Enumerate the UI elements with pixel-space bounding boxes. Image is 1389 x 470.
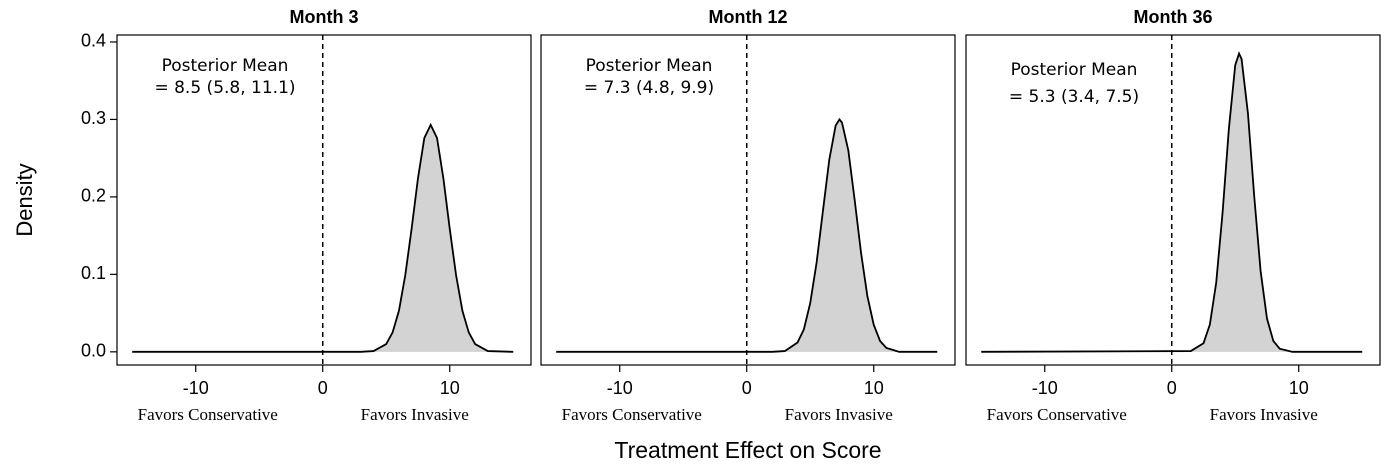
y-tick-label: 0.2: [81, 186, 106, 206]
panel-title: Month 12: [709, 7, 788, 27]
x-tick-label: -10: [607, 378, 633, 398]
annotation: = 7.3 (4.8, 9.9): [584, 78, 714, 98]
annotation: Posterior Mean: [1011, 60, 1138, 80]
x-tick-label: 0: [318, 378, 328, 398]
panel-title: Month 36: [1134, 7, 1213, 27]
density-line: [132, 122, 514, 353]
y-tick-label: 0.4: [81, 31, 106, 51]
left-label: Favors Conservative: [987, 405, 1127, 424]
y-tick-label: 0.0: [81, 341, 106, 361]
right-label: Favors Invasive: [1210, 405, 1318, 424]
x-axis-label: Treatment Effect on Score: [614, 437, 881, 463]
annotation: = 5.3 (3.4, 7.5): [1009, 87, 1139, 107]
plot-frame: [540, 34, 956, 366]
x-tick-label: -10: [183, 378, 209, 398]
density-line: [981, 51, 1363, 353]
x-tick-label: 10: [440, 378, 460, 398]
x-tick-label: 0: [742, 378, 752, 398]
right-label: Favors Invasive: [361, 405, 469, 424]
annotation: Posterior Mean: [586, 56, 713, 76]
y-tick-label: 0.1: [81, 263, 106, 283]
left-label: Favors Conservative: [562, 405, 702, 424]
x-tick-label: 10: [1289, 378, 1309, 398]
annotation: = 8.5 (5.8, 11.1): [154, 78, 295, 98]
y-tick-label: 0.3: [81, 108, 106, 128]
left-label: Favors Conservative: [138, 405, 278, 424]
annotation: Posterior Mean: [162, 56, 289, 76]
panel-title: Month 3: [290, 7, 359, 27]
y-axis-label: Density: [12, 163, 37, 236]
x-tick-label: 10: [864, 378, 884, 398]
x-tick-label: 0: [1167, 378, 1177, 398]
right-label: Favors Invasive: [785, 405, 893, 424]
x-tick-label: -10: [1032, 378, 1058, 398]
density-area: [556, 119, 938, 352]
plot-frame: [965, 34, 1381, 366]
plot-frame: [116, 34, 532, 366]
density-line: [556, 117, 938, 353]
